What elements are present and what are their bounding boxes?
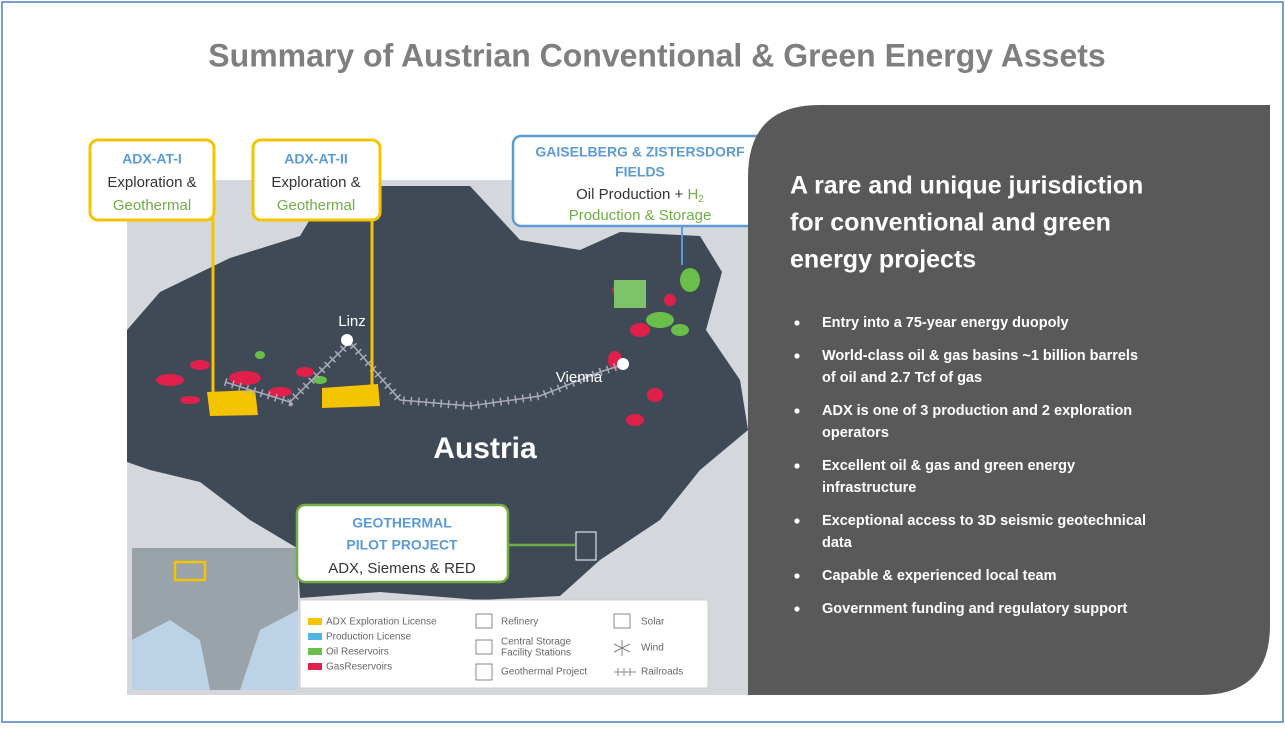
callout-title: GEOTHERMAL xyxy=(352,515,452,531)
bullet-text: World-class oil & gas basins ~1 billion … xyxy=(822,348,1138,364)
callout-box xyxy=(295,503,510,584)
bullet-dot xyxy=(794,320,800,326)
callout-title: GAISELBERG & ZISTERSDORF xyxy=(535,144,745,160)
legend-label: Wind xyxy=(641,643,664,654)
city-label: Vienna xyxy=(556,369,603,386)
legend-label: GasReservoirs xyxy=(326,662,392,673)
legend-label: Solar xyxy=(641,617,665,628)
bullet-dot xyxy=(794,518,800,524)
callout-text: Exploration & xyxy=(271,174,360,191)
h2-subscript: 2 xyxy=(698,194,704,205)
h2-symbol: H xyxy=(687,186,698,203)
adx-at-2-license xyxy=(322,384,380,408)
callout-title: ADX-AT-II xyxy=(284,151,348,167)
geothermal-icon xyxy=(575,531,597,561)
callout-title: PILOT PROJECT xyxy=(346,537,458,553)
title: Summary of Austrian Conventional & Green… xyxy=(208,37,1105,73)
map: Linz Vienna Austria ADX Exploration Lice… xyxy=(127,180,752,695)
bullet-dot xyxy=(794,573,800,579)
panel-heading: energy projects xyxy=(790,246,976,274)
panel-heading: for conventional and green xyxy=(790,209,1111,237)
info-panel xyxy=(748,105,1270,695)
railroad xyxy=(224,340,626,407)
bullet-text: Government funding and regulatory suppor… xyxy=(822,601,1127,617)
callout-title: FIELDS xyxy=(615,164,665,180)
city-label: Linz xyxy=(338,313,366,330)
callout-text: Geothermal xyxy=(277,197,355,214)
country-label: Austria xyxy=(433,432,537,465)
callout-text: ADX, Siemens & RED xyxy=(328,560,476,577)
bullet-dot xyxy=(794,606,800,612)
bullet-text: Exceptional access to 3D seismic geotech… xyxy=(822,513,1146,529)
bullet-text: Excellent oil & gas and green energy xyxy=(822,458,1075,474)
legend-label: Facility Stations xyxy=(501,648,571,659)
legend-label: Central Storage xyxy=(501,637,571,648)
gas-reservoirs xyxy=(156,284,676,426)
bullet-text: operators xyxy=(822,425,889,441)
legend-label: Geothermal Project xyxy=(501,667,587,678)
legend-label: Refinery xyxy=(501,617,538,628)
legend-label: ADX Exploration License xyxy=(326,617,437,628)
linz-dot xyxy=(341,334,353,346)
legend-label: Railroads xyxy=(641,667,683,678)
bullet-text: ADX is one of 3 production and 2 explora… xyxy=(822,403,1132,419)
legend-label: Production License xyxy=(326,632,411,643)
bullet-text: data xyxy=(822,535,853,551)
inset-map xyxy=(132,548,298,690)
panel-text: A rare and unique jurisdiction for conven… xyxy=(790,172,1146,617)
callout-text: Exploration & xyxy=(107,174,196,191)
adx-at-1-license xyxy=(207,390,258,416)
bullet-text: Entry into a 75-year energy duopoly xyxy=(822,315,1069,331)
panel-heading: A rare and unique jurisdiction xyxy=(790,172,1143,200)
oil-reservoirs xyxy=(255,268,700,384)
austria-shape xyxy=(127,186,748,600)
bullet-dot xyxy=(794,408,800,414)
legend-label: Oil Reservoirs xyxy=(326,647,389,658)
wind-icon xyxy=(614,280,646,308)
bullet-text: of oil and 2.7 Tcf of gas xyxy=(822,370,982,386)
vienna-dot xyxy=(617,358,629,370)
bullet-dot xyxy=(794,463,800,469)
callout-text: Oil Production + xyxy=(576,186,687,203)
bullet-text: Capable & experienced local team xyxy=(822,568,1057,584)
bullet-text: infrastructure xyxy=(822,480,916,496)
callout-text: Oil Production + H2 xyxy=(576,186,704,205)
bullet-dot xyxy=(794,353,800,359)
callout-text: Production & Storage xyxy=(569,207,712,224)
callout-box xyxy=(251,138,382,222)
legend: ADX Exploration License Production Licen… xyxy=(299,599,709,689)
callout-box xyxy=(88,138,216,222)
callout-text: Geothermal xyxy=(113,197,191,214)
callout-title: ADX-AT-I xyxy=(122,151,182,167)
